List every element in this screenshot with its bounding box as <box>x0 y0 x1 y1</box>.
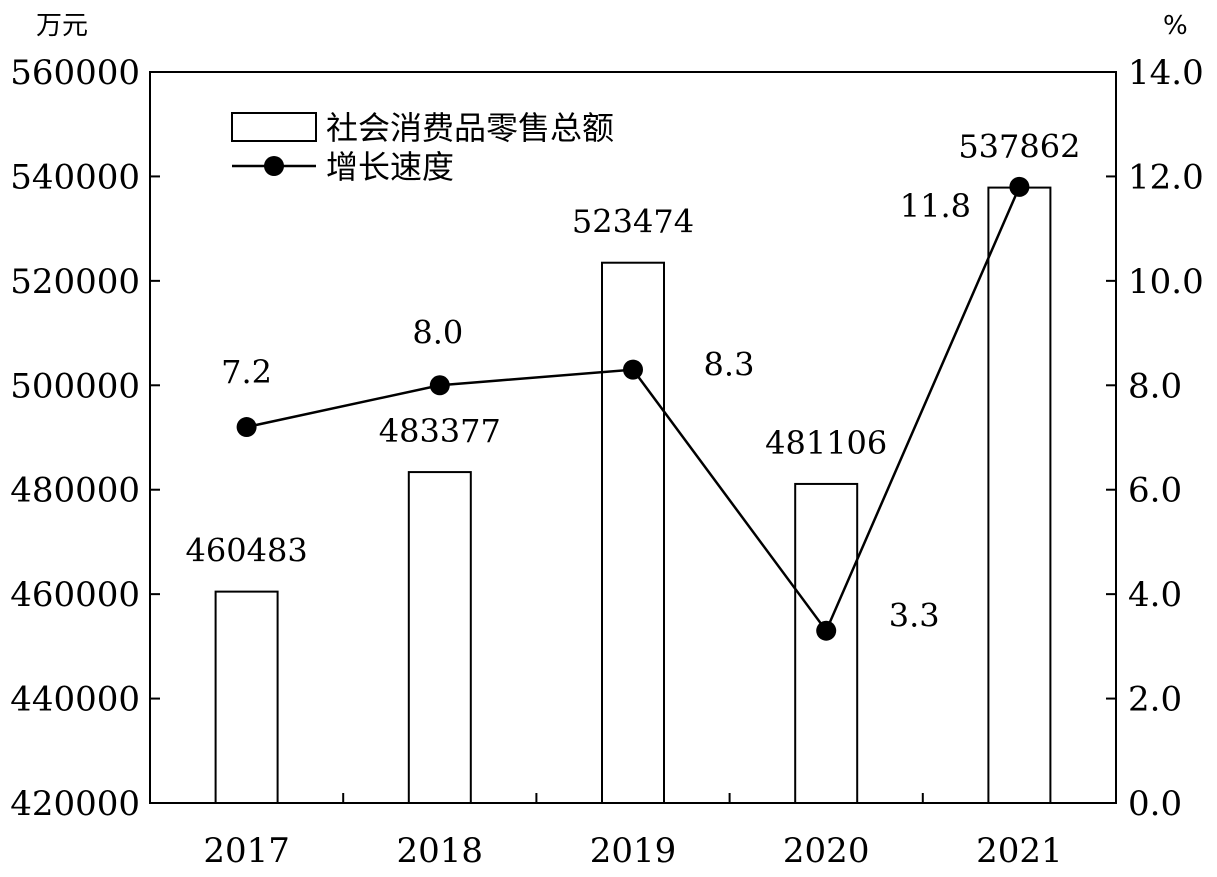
growth-value-label: 8.3 <box>704 346 755 384</box>
right-tick-label: 8.0 <box>1128 366 1182 406</box>
bar-2017 <box>214 590 279 804</box>
bar-2018 <box>407 471 472 804</box>
right-axis-unit: % <box>1163 11 1188 41</box>
legend-line-label: 增长速度 <box>326 148 454 186</box>
left-tick-label: 520000 <box>10 262 140 302</box>
legend-bar-label: 社会消费品零售总额 <box>326 109 614 147</box>
bar-value-label: 481106 <box>765 424 887 462</box>
left-tick-label: 420000 <box>10 784 140 824</box>
left-tick-label: 440000 <box>10 680 140 720</box>
bar-2020 <box>794 482 859 804</box>
bar-2021 <box>987 186 1052 804</box>
right-tick-label: 14.0 <box>1128 53 1204 93</box>
right-tick-label: 0.0 <box>1128 784 1182 824</box>
bar-value-label: 483377 <box>379 412 501 450</box>
right-tick-label: 12.0 <box>1128 157 1204 197</box>
growth-value-label: 7.2 <box>221 353 272 391</box>
right-tick-label: 2.0 <box>1128 680 1182 720</box>
left-tick-label: 500000 <box>10 366 140 406</box>
x-tick-label: 2021 <box>976 831 1063 871</box>
legend-line-marker <box>264 156 284 176</box>
legend: 社会消费品零售总额 增长速度 <box>231 109 614 186</box>
growth-marker-2020 <box>816 620 837 641</box>
right-tick-label: 4.0 <box>1128 575 1182 615</box>
bar-value-label: 523474 <box>572 203 694 241</box>
x-tick-label: 2020 <box>783 831 870 871</box>
right-tick-label: 10.0 <box>1128 262 1204 302</box>
left-tick-label: 540000 <box>10 157 140 197</box>
bar-value-label: 537862 <box>958 128 1080 166</box>
growth-value-label: 8.0 <box>412 313 463 351</box>
growth-marker-2017 <box>236 417 257 438</box>
left-axis-unit: 万元 <box>36 11 88 41</box>
legend-bar-swatch <box>231 112 317 142</box>
growth-marker-2018 <box>429 375 450 396</box>
x-tick-label: 2018 <box>397 831 484 871</box>
plot-frame <box>149 71 1117 804</box>
right-tick-label: 6.0 <box>1128 471 1182 511</box>
growth-marker-2021 <box>1009 176 1030 197</box>
bar-2019 <box>601 261 665 804</box>
x-tick-label: 2017 <box>203 831 290 871</box>
bar-value-label: 460483 <box>186 532 308 570</box>
x-tick-label: 2019 <box>590 831 677 871</box>
left-tick-label: 460000 <box>10 575 140 615</box>
growth-value-label: 3.3 <box>889 597 940 635</box>
left-tick-label: 560000 <box>10 53 140 93</box>
growth-value-label: 11.8 <box>900 187 971 225</box>
left-tick-label: 480000 <box>10 471 140 511</box>
growth-marker-2019 <box>623 359 643 380</box>
